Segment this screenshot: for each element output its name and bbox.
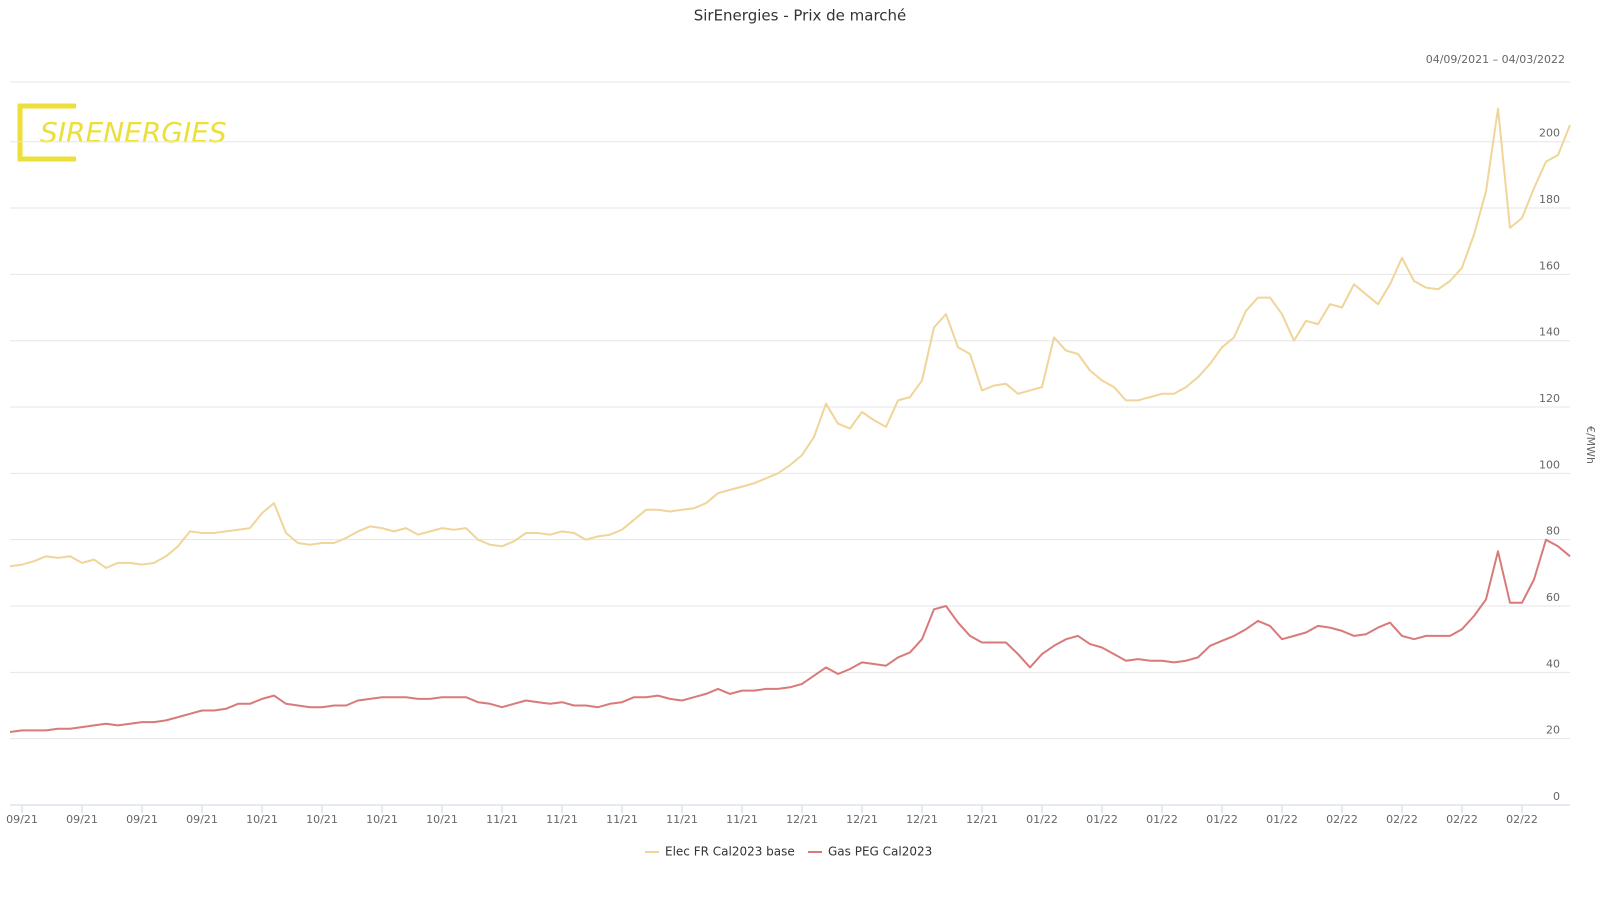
- logo-bracket: [17, 103, 76, 162]
- x-tick-label: 09/21: [126, 813, 158, 826]
- y-tick-label: 40: [1546, 657, 1560, 670]
- logo: SIRENERGIES: [17, 103, 227, 162]
- x-tick-label: 11/21: [666, 813, 698, 826]
- x-tick-label: 02/22: [1506, 813, 1538, 826]
- x-tick-label: 02/22: [1386, 813, 1418, 826]
- x-tick-label: 01/22: [1146, 813, 1178, 826]
- y-tick-label: 80: [1546, 525, 1560, 538]
- y-tick-label: 0: [1553, 790, 1560, 803]
- y-tick-label: 100: [1539, 458, 1560, 471]
- x-tick-label: 12/21: [786, 813, 818, 826]
- y-axis-title: €/MWh: [1584, 426, 1597, 464]
- series-line: [9, 107, 1571, 569]
- y-tick-label: 20: [1546, 724, 1560, 737]
- chart-title: SirEnergies - Prix de marché: [694, 7, 907, 25]
- y-tick-label: 140: [1539, 326, 1560, 339]
- series-line: [9, 538, 1571, 733]
- x-tick-label: 11/21: [606, 813, 638, 826]
- logo-text: SIRENERGIES: [40, 116, 227, 149]
- x-tick-label: 01/22: [1266, 813, 1298, 826]
- x-tick-label: 10/21: [306, 813, 338, 826]
- x-tick-label: 01/22: [1206, 813, 1238, 826]
- x-tick-label: 12/21: [966, 813, 998, 826]
- x-tick-label: 11/21: [546, 813, 578, 826]
- x-tick-label: 09/21: [66, 813, 98, 826]
- legend-label: Elec FR Cal2023 base: [665, 845, 795, 859]
- y-tick-label: 160: [1539, 259, 1560, 272]
- x-tick-label: 10/21: [366, 813, 398, 826]
- x-tick-label: 11/21: [726, 813, 758, 826]
- x-tick-label: 02/22: [1446, 813, 1478, 826]
- x-tick-label: 01/22: [1086, 813, 1118, 826]
- y-tick-label: 200: [1539, 127, 1560, 140]
- x-tick-label: 01/22: [1026, 813, 1058, 826]
- x-tick-label: 11/21: [486, 813, 518, 826]
- x-tick-label: 10/21: [426, 813, 458, 826]
- x-tick-label: 09/21: [6, 813, 38, 826]
- x-tick-label: 10/21: [246, 813, 278, 826]
- y-tick-label: 120: [1539, 392, 1560, 405]
- x-tick-label: 09/21: [186, 813, 218, 826]
- date-range: 04/09/2021 – 04/03/2022: [1426, 53, 1565, 66]
- x-tick-label: 12/21: [906, 813, 938, 826]
- legend-label: Gas PEG Cal2023: [828, 845, 932, 859]
- y-tick-label: 180: [1539, 193, 1560, 206]
- x-tick-label: 02/22: [1326, 813, 1358, 826]
- y-tick-label: 60: [1546, 591, 1560, 604]
- x-tick-label: 12/21: [846, 813, 878, 826]
